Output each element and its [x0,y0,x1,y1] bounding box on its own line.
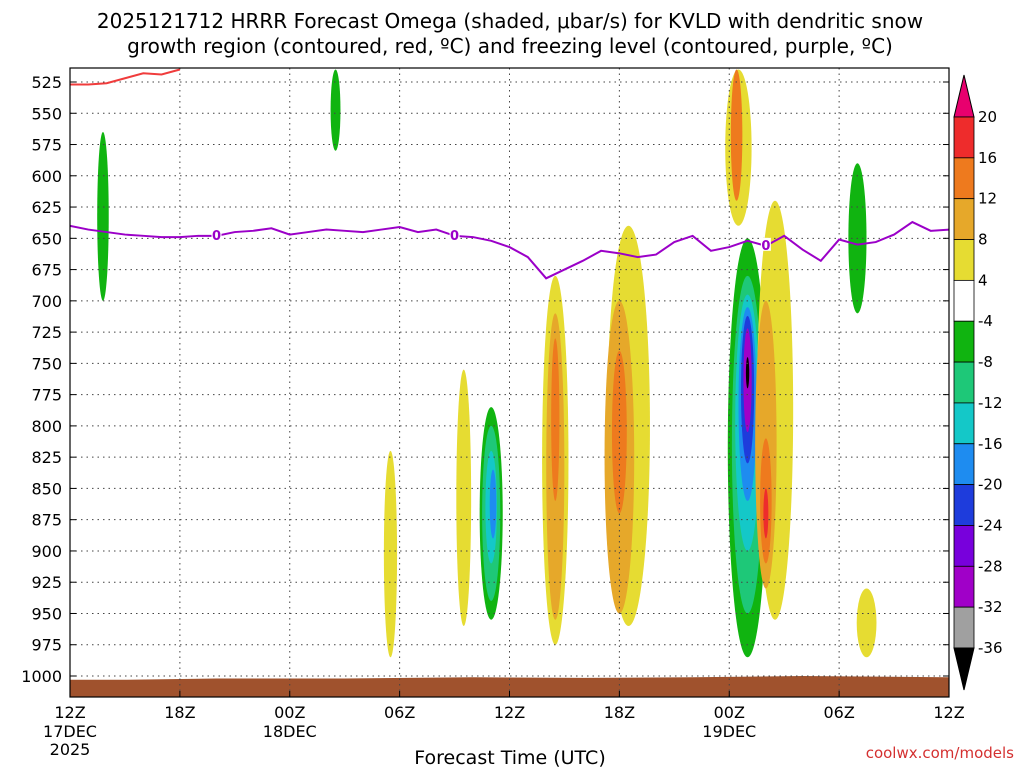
omega-region-9 [489,469,497,539]
chart-title-line1: 2025121712 HRRR Forecast Omega (shaded, … [97,9,923,33]
y-tick-label: 600 [31,167,62,186]
omega-region-23 [97,132,109,301]
omega-region-24 [330,69,341,151]
x-tick-date: 18DEC [263,722,317,741]
colorbar-label: 16 [978,149,997,167]
y-tick-label: 825 [31,448,62,467]
colorbar-band [953,239,975,281]
x-tick-label: 00Z [714,703,745,722]
y-tick-label: 900 [31,542,62,561]
y-tick-label: 700 [31,292,62,311]
y-tick-label: 725 [31,323,62,342]
contour-lines: 0 0 0 [70,68,949,280]
chart-title-line2: growth region (contoured, red, ºC) and f… [127,34,893,58]
omega-region-27 [456,369,472,626]
dgz-contour-line [70,68,181,86]
y-tick-label: 675 [31,261,62,280]
colorbar-label: -16 [978,435,1003,453]
colorbar-band [953,565,975,608]
omega-region-22 [730,69,743,201]
omega-region-2 [551,338,560,501]
omega-region-26 [383,450,398,658]
y-axis-ticks: 525 550 575 600 625 650 675 700 725 750 775 800 825 8… [21,73,949,686]
colorbar-band [953,361,975,404]
omega-region-20 [763,488,769,539]
colorbar-label: 4 [978,271,988,289]
colorbar-band [953,443,975,486]
x-tick-date: 17DEC [43,722,97,741]
colorbar-band [953,116,975,159]
colorbar-label: -8 [978,353,993,371]
colorbar-label: -28 [978,557,1003,575]
colorbar: 20 16 12 8 4 -4 -8 -12 -16 -20 -24 -28 -32 -36 [953,74,1003,691]
x-tick-label: 12Z [54,703,85,722]
omega-region-16 [745,357,750,389]
y-tick-label: 850 [31,479,62,498]
colorbar-label: -12 [978,394,1003,412]
freezing-label-bg [760,237,771,251]
y-tick-label: 975 [31,636,62,655]
y-tick-label: 525 [31,73,62,92]
colorbar-bottom-arrow [953,647,975,691]
colorbar-band [953,484,975,526]
y-tick-label: 625 [31,198,62,217]
colorbar-band [953,402,975,445]
colorbar-band [953,320,975,363]
y-tick-label: 750 [31,354,62,373]
colorbar-band [953,279,975,322]
freezing-level-label: 0 [450,229,459,244]
colorbar-band [953,198,975,240]
x-tick-year: 2025 [50,740,91,759]
colorbar-label: -4 [978,312,993,330]
colorbar-label: -24 [978,516,1003,534]
colorbar-label: -36 [978,639,1003,657]
freezing-label-bg [211,227,222,241]
omega-region-28 [856,588,877,658]
freezing-level-label: 0 [212,229,221,244]
freezing-label-bg [449,227,460,241]
colorbar-label: -20 [978,476,1003,494]
grid-lines [70,68,949,697]
colorbar-label: 20 [978,108,997,126]
y-tick-label: 550 [31,104,62,123]
x-tick-label: 12Z [494,703,525,722]
freezing-level-label: 0 [761,239,770,254]
y-tick-label: 800 [31,417,62,436]
x-tick-label: 12Z [933,703,964,722]
colorbar-top-arrow [953,74,975,118]
y-tick-label: 575 [31,136,62,155]
y-tick-label: 775 [31,386,62,405]
y-tick-label: 650 [31,229,62,248]
x-tick-label: 18Z [604,703,635,722]
colorbar-label: -32 [978,598,1003,616]
x-tick-label: 06Z [823,703,854,722]
x-tick-label: 00Z [274,703,305,722]
x-tick-label: 06Z [384,703,415,722]
x-tick-date: 19DEC [702,722,756,741]
x-tick-label: 18Z [164,703,195,722]
colorbar-band [953,606,975,649]
y-tick-label: 875 [31,511,62,530]
x-axis-label: Forecast Time (UTC) [414,747,605,768]
y-tick-label: 925 [31,573,62,592]
colorbar-label: 8 [978,231,988,249]
colorbar-label: 12 [978,190,997,208]
colorbar-band [953,157,975,200]
colorbar-band [953,525,975,567]
y-tick-label: 950 [31,604,62,623]
watermark: coolwx.com/models [866,744,1014,762]
y-tick-label: 1000 [21,667,62,686]
